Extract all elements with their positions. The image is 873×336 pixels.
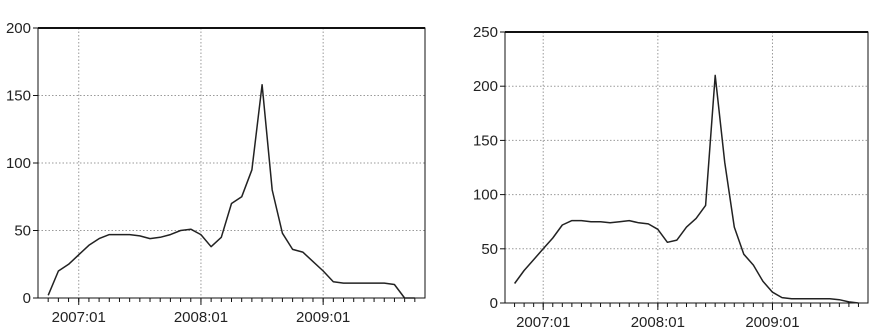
chart-right: 0 50 100 150 200 250 2007:01 2008:01 2009:01 [473,24,869,331]
x-tick-label: 2007:01 [52,309,106,326]
series-line-0 [513,74,859,304]
y-tick-label: 0 [490,295,498,312]
y-tick-label: 50 [481,241,498,258]
x-tick-label: 2009:01 [745,314,799,331]
y-tick-label: 100 [473,187,498,204]
y-tick-label: 0 [23,290,31,307]
plot-frame [504,31,869,304]
y-tick-label: 200 [473,78,498,95]
y-tick-label: 150 [6,88,31,105]
y-tick-label: 200 [6,20,31,37]
y-tick-label: 50 [14,223,31,240]
x-tick-label: 2009:01 [296,309,350,326]
x-tick-label: 2007:01 [516,314,570,331]
y-tick-label: 250 [473,24,498,41]
chart-left: 0 50 100 150 200 2007:01 2008:01 2009:01 [6,20,426,326]
x-tick-label: 2008:01 [174,309,228,326]
x-tick-label: 2008:01 [631,314,685,331]
y-tick-label: 100 [6,155,31,172]
series-line-0 [47,83,415,299]
y-tick-label: 150 [473,132,498,149]
